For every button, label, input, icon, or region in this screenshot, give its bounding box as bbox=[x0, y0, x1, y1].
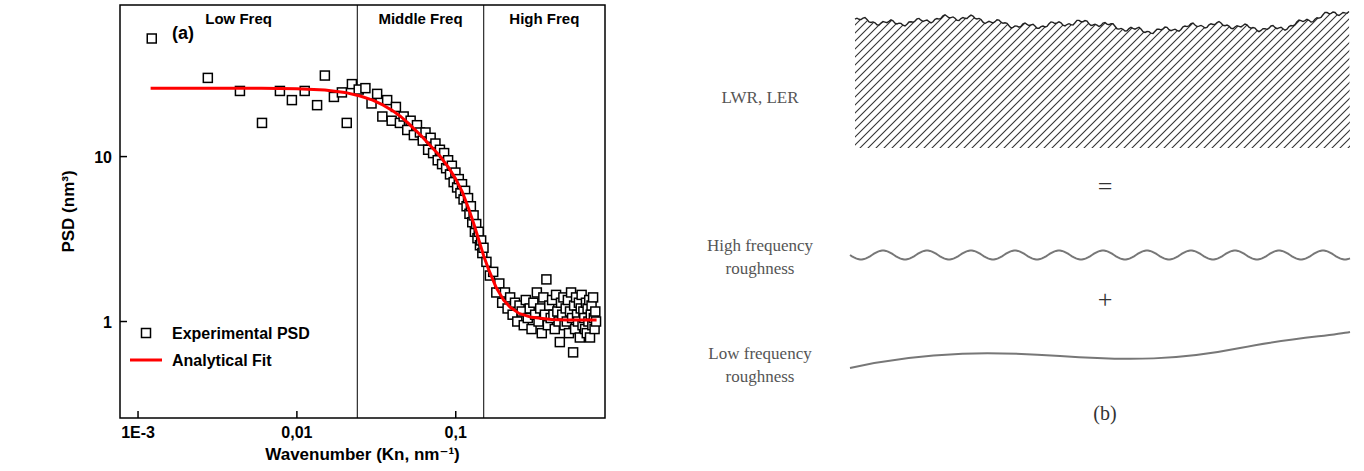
high-frequency-wave bbox=[850, 251, 1350, 260]
data-point bbox=[203, 73, 212, 82]
x-tick bbox=[137, 411, 139, 418]
legend-swatch bbox=[142, 329, 151, 338]
x-tick bbox=[455, 411, 457, 418]
term-label-line: High frequency bbox=[707, 236, 814, 255]
term-label-line: roughness bbox=[726, 367, 795, 386]
x-axis-title: Wavenumber (Kn, nm⁻¹) bbox=[265, 445, 459, 464]
term-label-line: roughness bbox=[726, 259, 795, 278]
data-point bbox=[287, 96, 296, 105]
y-tick bbox=[120, 321, 127, 323]
data-point bbox=[591, 307, 600, 316]
panel-label: (b) bbox=[1093, 402, 1116, 425]
legend-label: Analytical Fit bbox=[172, 352, 272, 369]
region-divider bbox=[357, 5, 358, 418]
legend-label: Experimental PSD bbox=[172, 325, 310, 342]
figure: 1E-3 0,01 0,1 1 10 Wavenumber (Kn, nm⁻¹) PSD (… bbox=[0, 0, 1364, 471]
region-divider bbox=[483, 5, 484, 418]
data-point bbox=[257, 118, 266, 127]
operator: + bbox=[1098, 285, 1113, 314]
data-point bbox=[569, 348, 578, 357]
term-label: Low frequency roughness bbox=[708, 344, 812, 386]
data-point bbox=[361, 84, 370, 93]
data-point bbox=[147, 34, 156, 43]
region-label: Low Freq bbox=[205, 10, 272, 27]
x-tick bbox=[296, 411, 298, 418]
data-point bbox=[589, 293, 598, 302]
plot-data bbox=[147, 34, 600, 357]
term-label-line: Low frequency bbox=[708, 344, 812, 363]
data-point bbox=[383, 96, 392, 105]
data-point bbox=[313, 101, 322, 110]
region-label: High Freq bbox=[509, 10, 579, 27]
data-point bbox=[342, 118, 351, 127]
data-point bbox=[555, 338, 564, 347]
y-axis-title: PSD (nm³) bbox=[59, 170, 78, 252]
rough-line-body bbox=[855, 11, 1350, 148]
legend: Experimental PSD Analytical Fit bbox=[130, 325, 310, 369]
data-point bbox=[378, 112, 387, 121]
data-point bbox=[373, 89, 382, 98]
plot-frame bbox=[120, 5, 605, 418]
legend-swatch bbox=[130, 359, 162, 362]
region-label: Middle Freq bbox=[378, 10, 462, 27]
low-frequency-wave bbox=[850, 332, 1350, 368]
operator: = bbox=[1098, 172, 1113, 201]
rough-edge bbox=[855, 11, 1349, 33]
data-point bbox=[320, 71, 329, 80]
term-label: High frequency roughness bbox=[707, 236, 814, 278]
data-point bbox=[586, 333, 595, 342]
y-tick-label: 1 bbox=[103, 314, 112, 331]
x-tick-label: 1E-3 bbox=[121, 424, 155, 441]
x-tick-label: 0,1 bbox=[445, 424, 467, 441]
lhs-label: LWR, LER bbox=[721, 88, 799, 107]
panel-label: (a) bbox=[172, 23, 194, 43]
data-point bbox=[542, 275, 551, 284]
y-tick-label: 10 bbox=[94, 149, 112, 166]
x-tick-label: 0,01 bbox=[281, 424, 312, 441]
fit-line bbox=[151, 88, 597, 320]
y-tick bbox=[120, 156, 127, 158]
